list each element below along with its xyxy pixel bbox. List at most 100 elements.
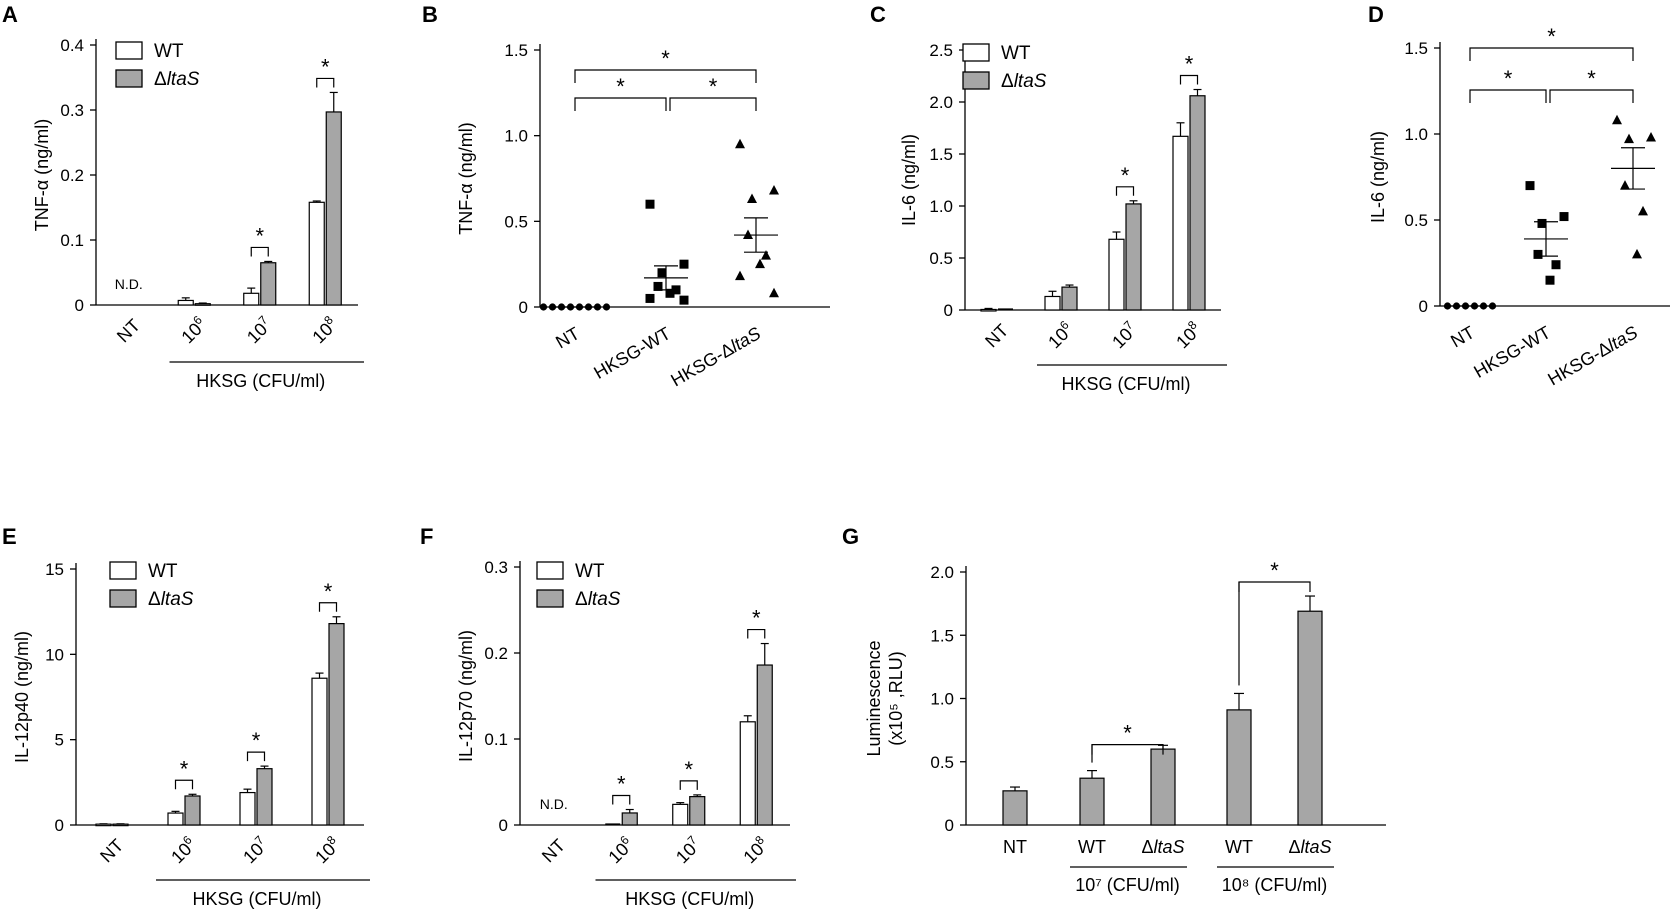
panel-G-y-axis-label: Luminescence <box>864 640 884 756</box>
panel-F-group-label: HKSG (CFU/ml) <box>625 889 754 909</box>
panel-G-y-tick-label: 1.5 <box>930 626 954 645</box>
panel-F-sig-star: * <box>684 757 693 782</box>
panel-D-y-tick-label: 1.5 <box>1404 39 1428 58</box>
panel-C-group-label: HKSG (CFU/ml) <box>1062 374 1191 394</box>
panel-B-point-wt <box>665 288 675 298</box>
panel-E-panel-label: E <box>2 524 17 549</box>
panel-C-x-tick-label: 106 <box>1043 318 1078 353</box>
panel-B-sig-bracket <box>574 97 667 111</box>
panel-C-bar-ltas <box>1189 95 1206 311</box>
panel-G-bar <box>1150 748 1176 826</box>
panel-D-sig-bracket <box>1469 47 1634 61</box>
panel-D-x-tick-label: HKSG-WT <box>1470 322 1554 382</box>
panel-G-y-tick-label: 2.0 <box>930 563 954 582</box>
panel-C-panel-label: C <box>870 2 886 27</box>
panel-A-y-tick-label: 0 <box>75 296 84 315</box>
panel-C-y-tick-label: 1.5 <box>929 145 953 164</box>
panel-A-legend-swatch-ltas <box>115 69 143 88</box>
panel-A-group-label: HKSG (CFU/ml) <box>196 371 325 391</box>
panel-B-point-wt <box>645 199 655 209</box>
panel-C-bar-wt <box>980 308 997 312</box>
panel-B-point-ltas <box>735 270 745 281</box>
panel-B-point-wt <box>645 293 655 303</box>
panel-A-bar-wt <box>308 201 325 306</box>
panel-B-x-tick-label: HKSG-ΔltaS <box>667 323 764 390</box>
panel-G-x-tick-label: NT <box>1003 837 1027 857</box>
panel-G-y-axis-label-units: (x10⁵ ,RLU) <box>886 651 906 745</box>
panel-C-sig-bracket <box>1115 186 1135 196</box>
panel-D-point-ltas <box>1646 131 1656 142</box>
panel-B-point-ltas <box>755 258 765 269</box>
panel-E-legend-label-wt: WT <box>148 561 178 582</box>
panel-E-y-axis-label: IL-12p40 (ng/ml) <box>12 631 32 763</box>
panel-E-bar-wt <box>167 812 184 826</box>
panel-C-x-tick-label: NT <box>981 320 1012 351</box>
panel-F-sig-star: * <box>752 606 761 631</box>
panel-A-sig-star: * <box>255 223 264 248</box>
panel-C-sig-star: * <box>1185 52 1194 77</box>
panel-F-x-tick-label: NT <box>538 835 569 866</box>
panel-E-legend-label-ltas: ΔltaS <box>148 589 194 610</box>
panel-C-y-tick-label: 0 <box>944 301 953 320</box>
panel-C-y-tick-label: 2.5 <box>929 41 953 60</box>
panel-D-point-ltas <box>1624 133 1634 144</box>
panel-A-sig-bracket <box>316 77 335 88</box>
panel-C-x-tick-label: 107 <box>1107 318 1142 353</box>
panel-A-x-tick-label: 108 <box>307 313 342 348</box>
panel-D-point-ltas <box>1620 180 1630 190</box>
panel-C-y-tick-label: 2.0 <box>929 93 953 112</box>
panel-G-group-label-1: 10⁷ (CFU/ml) <box>1075 875 1180 895</box>
panel-E-group-label: HKSG (CFU/ml) <box>193 889 322 909</box>
panel-D-point-nt <box>1488 302 1497 310</box>
panel-B-sig-bracket <box>669 97 757 111</box>
panel-F-bar-wt <box>672 803 689 826</box>
panel-B-point-ltas <box>769 184 779 195</box>
panel-A-bar-ltas <box>194 303 211 306</box>
panel-E-bar-ltas <box>184 795 201 826</box>
panel-A-legend-label-ltas: ΔltaS <box>154 69 200 90</box>
panel-B-sig-star: * <box>661 46 670 71</box>
panel-B-y-tick-label: 0 <box>519 298 528 317</box>
panel-B-panel-label: B <box>422 2 438 27</box>
panel-E-legend-swatch-wt <box>109 561 137 580</box>
panel-B-x-tick-label: NT <box>552 323 583 352</box>
panel-B-point-ltas <box>769 287 779 298</box>
panel-F-legend-label-wt: WT <box>575 561 605 582</box>
panel-E-x-tick-label: 106 <box>166 833 201 868</box>
panel-C-legend-label-ltas: ΔltaS <box>1001 71 1047 92</box>
panel-B-point-ltas <box>747 193 757 204</box>
panel-F-panel-label: F <box>420 524 433 549</box>
panel-E-y-tick-label: 15 <box>45 560 64 579</box>
panel-G-x-tick-label: ΔltaS <box>1141 837 1184 857</box>
panel-F-x-tick-label: 108 <box>738 833 773 868</box>
panel-F-y-tick-label: 0.2 <box>484 644 508 663</box>
panel-F-legend-label-ltas: ΔltaS <box>575 589 621 610</box>
panel-C-y-axis-label: IL-6 (ng/ml) <box>899 134 919 226</box>
panel-F-x-tick-label: 107 <box>671 833 706 868</box>
panel-G-sig-bracket <box>1238 581 1311 593</box>
panel-A-bar-ltas <box>260 262 277 306</box>
panel-C-legend-label-wt: WT <box>1001 43 1031 64</box>
panel-G-bar <box>1079 777 1105 826</box>
panel-G-sig-star: * <box>1270 558 1279 583</box>
panel-B-point-wt <box>679 259 689 269</box>
panel-B-point-ltas <box>743 229 753 240</box>
panel-A-sig-star: * <box>321 54 330 79</box>
panel-D-point-wt <box>1537 218 1547 228</box>
panel-E-sig-bracket <box>174 779 194 790</box>
panel-F-sig-star: * <box>617 772 626 797</box>
panel-C-bar-wt <box>1044 295 1061 311</box>
panel-E-x-tick-label: NT <box>96 835 127 866</box>
panel-C-legend-swatch-wt <box>962 43 990 62</box>
panel-G-y-tick-label: 0 <box>945 816 954 835</box>
panel-F-nd-label: N.D. <box>540 796 568 812</box>
panel-D-point-ltas <box>1632 248 1642 259</box>
panel-G-x-tick-label: WT <box>1078 837 1106 857</box>
panel-A-legend-label-wt: WT <box>154 41 184 62</box>
panel-D-y-axis-label: IL-6 (ng/ml) <box>1368 131 1388 223</box>
panel-A-legend-swatch-wt <box>115 41 143 60</box>
panel-D-y-tick-label: 0 <box>1419 297 1428 316</box>
panel-E-sig-star: * <box>324 579 333 604</box>
panel-E-bar-ltas <box>256 768 273 826</box>
